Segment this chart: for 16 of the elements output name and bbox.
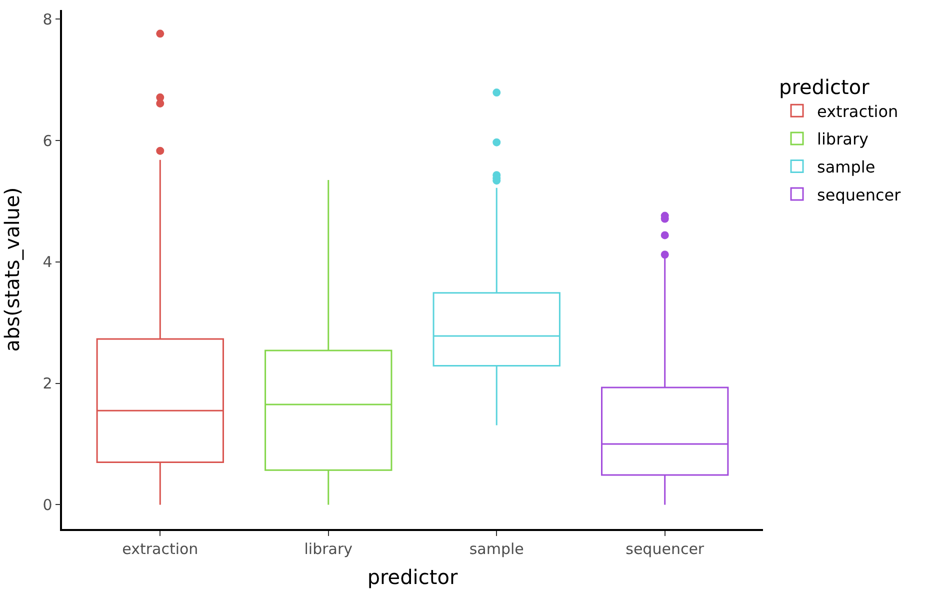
legend-title: predictor [779, 74, 870, 99]
legend-label: sequencer [817, 185, 902, 204]
y-tick-label: 4 [42, 253, 52, 272]
x-tick-label: sequencer [626, 540, 705, 558]
x-tick-label: extraction [122, 540, 198, 558]
y-tick-label: 6 [42, 132, 52, 150]
y-tick-label: 2 [42, 374, 52, 393]
legend-label: sample [817, 157, 876, 176]
x-axis-title: predictor [367, 565, 458, 589]
y-tick-label: 8 [42, 10, 52, 28]
x-tick-label: sample [469, 540, 524, 558]
y-axis-title: abs(stats_value) [0, 187, 24, 352]
legend-label: extraction [817, 102, 898, 121]
legend-label: library [817, 130, 869, 149]
x-tick-label: library [304, 540, 353, 558]
y-tick-label: 0 [42, 496, 52, 514]
